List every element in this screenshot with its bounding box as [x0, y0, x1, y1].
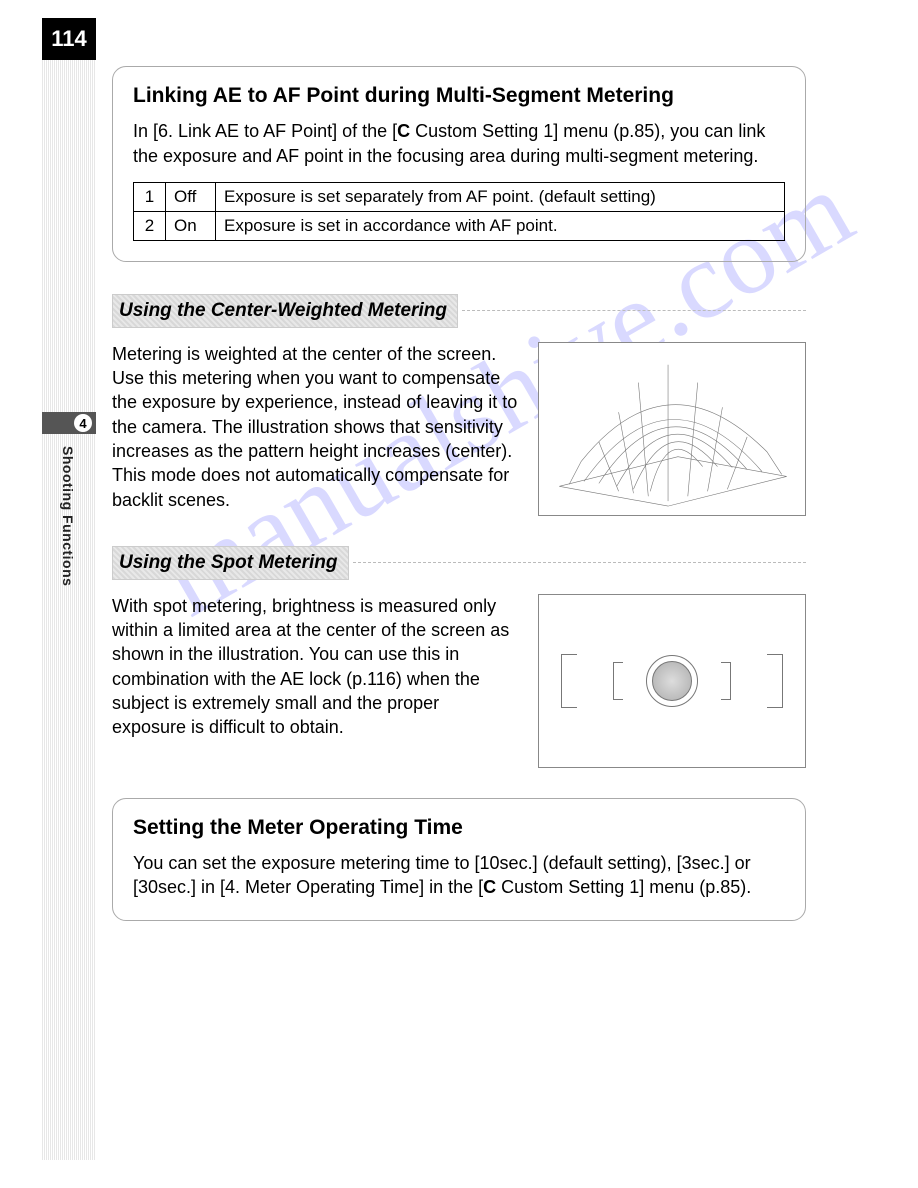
table-row: 1 Off Exposure is set separately from AF…: [134, 182, 785, 211]
section-tab: 4: [42, 412, 96, 434]
header-rule: [462, 310, 806, 311]
box1-body: In [6. Link AE to AF Point] of the [C Cu…: [133, 119, 785, 168]
box1-body-p1: In [6. Link AE to AF Point] of the [: [133, 121, 397, 141]
vf-inner-right-icon: [721, 662, 731, 700]
vf-inner-left-icon: [613, 662, 623, 700]
box2-body-c: C: [483, 877, 496, 897]
info-box-meter-time: Setting the Meter Operating Time You can…: [112, 798, 806, 921]
box1-title: Linking AE to AF Point during Multi-Segm…: [133, 83, 785, 109]
header-row-center-weighted: Using the Center-Weighted Metering: [112, 294, 806, 328]
vf-bracket-left-icon: [561, 654, 577, 708]
vf-circle-inner-icon: [652, 661, 692, 701]
header-center-weighted: Using the Center-Weighted Metering: [112, 294, 458, 328]
box2-body-p2: Custom Setting 1] menu (p.85).: [496, 877, 751, 897]
cell-num: 1: [134, 182, 166, 211]
cell-state: On: [166, 211, 216, 240]
section1-body: Metering is weighted at the center of th…: [112, 342, 518, 516]
content-area: Linking AE to AF Point during Multi-Segm…: [112, 66, 806, 953]
header-row-spot: Using the Spot Metering: [112, 546, 806, 580]
section-center-weighted: Metering is weighted at the center of th…: [112, 342, 806, 516]
section-number: 4: [74, 414, 92, 432]
cell-state: Off: [166, 182, 216, 211]
vf-bracket-right-icon: [767, 654, 783, 708]
info-box-linking-ae: Linking AE to AF Point during Multi-Segm…: [112, 66, 806, 262]
cell-num: 2: [134, 211, 166, 240]
settings-table: 1 Off Exposure is set separately from AF…: [133, 182, 785, 241]
illustration-spot-viewfinder: [538, 594, 806, 768]
box2-body: You can set the exposure metering time t…: [133, 851, 785, 900]
illustration-sensitivity-peak: [538, 342, 806, 516]
header-rule: [353, 562, 807, 563]
box1-body-c: C: [397, 121, 410, 141]
section-spot: With spot metering, brightness is measur…: [112, 594, 806, 768]
header-spot: Using the Spot Metering: [112, 546, 349, 580]
box2-title: Setting the Meter Operating Time: [133, 815, 785, 841]
table-row: 2 On Exposure is set in accordance with …: [134, 211, 785, 240]
peak-wireframe-icon: [539, 343, 805, 515]
section2-body: With spot metering, brightness is measur…: [112, 594, 518, 768]
side-pattern: [42, 60, 96, 1160]
page-number: 114: [42, 18, 96, 60]
cell-desc: Exposure is set separately from AF point…: [216, 182, 785, 211]
section-label: Shooting Functions: [60, 446, 76, 586]
cell-desc: Exposure is set in accordance with AF po…: [216, 211, 785, 240]
